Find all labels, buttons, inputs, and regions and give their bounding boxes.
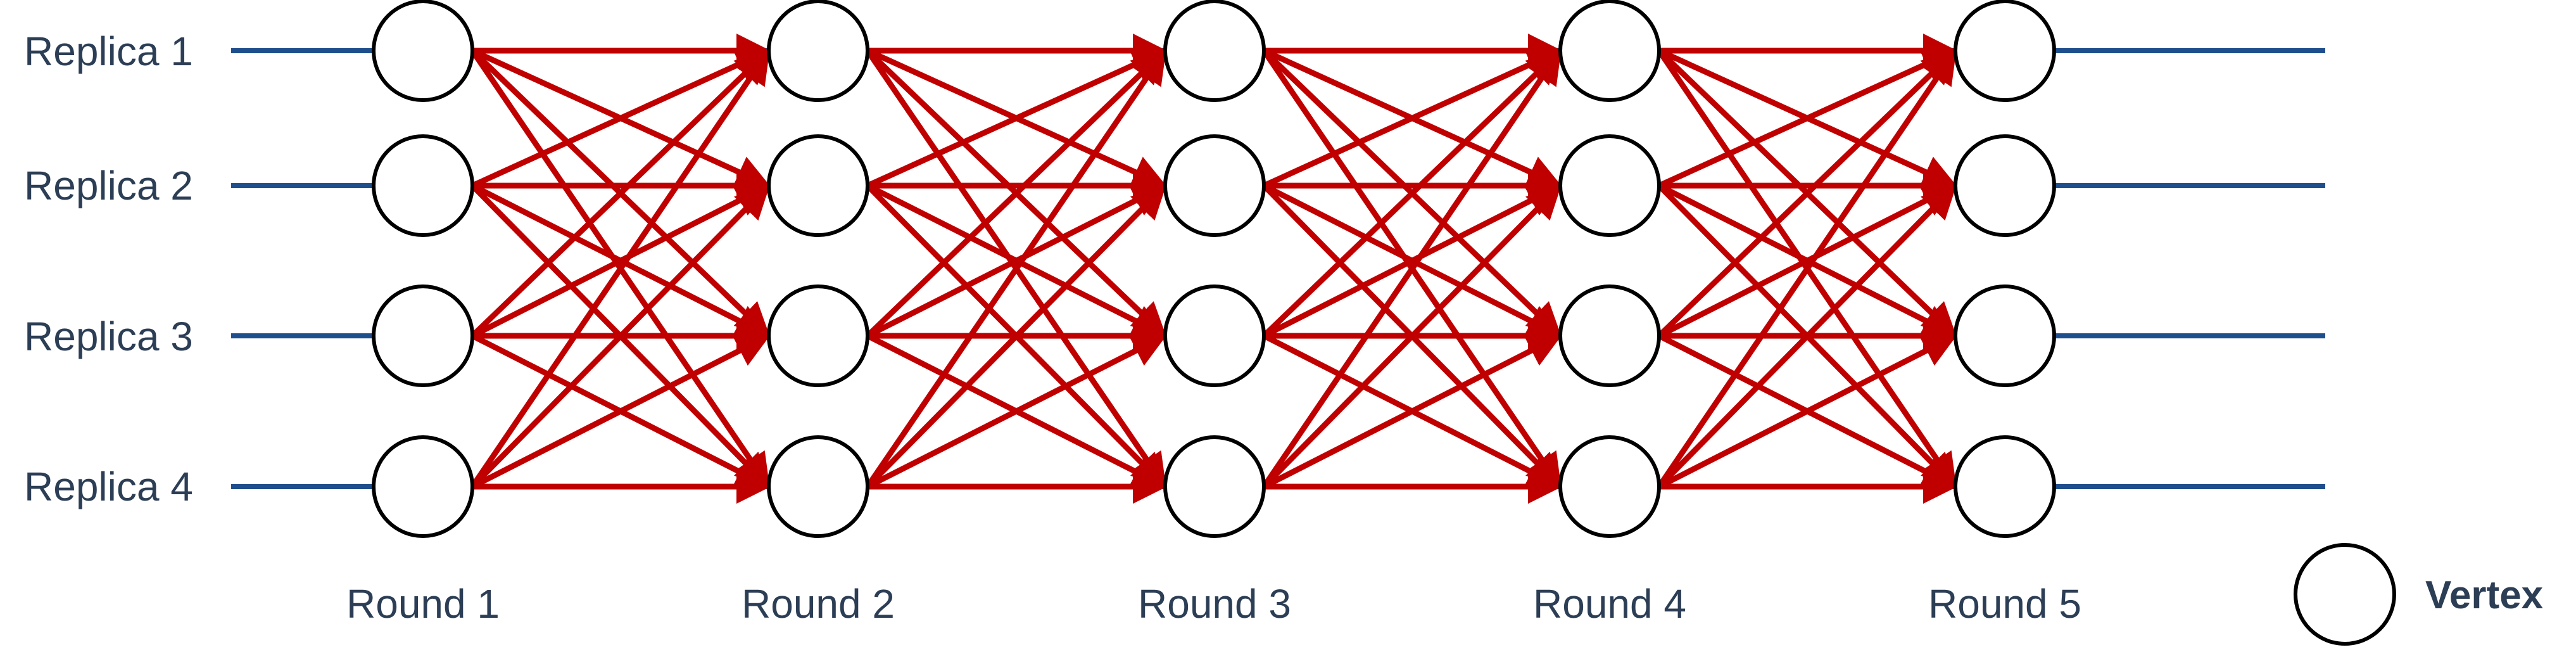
vertex-round5-replica2 (1954, 134, 2056, 237)
vertex-edges (470, 34, 1957, 504)
round-label-3: Round 3 (1138, 581, 1291, 627)
vertex-round1-replica3 (372, 284, 474, 387)
edge-r1-4-to-r2-2 (470, 184, 771, 489)
edge-r3-4-to-r4-1 (1261, 49, 1562, 489)
legend-vertex-icon (2294, 543, 2396, 646)
replica-label-4: Replica 4 (24, 464, 193, 509)
round-label-2: Round 2 (742, 581, 895, 627)
edge-r1-4-to-r2-1 (470, 49, 770, 489)
edge-r4-4-to-r5-1 (1657, 49, 1957, 489)
vertex-round2-replica4 (767, 435, 869, 538)
edge-r2-4-to-r3-1 (865, 49, 1166, 489)
round-label-4: Round 4 (1533, 581, 1686, 627)
edge-r1-3-to-r2-2 (470, 184, 771, 339)
round-label-1: Round 1 (346, 581, 500, 627)
vertex-round3-replica3 (1163, 284, 1266, 387)
vertex-round4-replica4 (1558, 435, 1661, 538)
replica-label-2: Replica 2 (24, 163, 193, 208)
vertex-round4-replica1 (1558, 0, 1661, 102)
edge-r4-4-to-r5-2 (1657, 184, 1957, 489)
round-label-5: Round 5 (1928, 581, 2081, 627)
edge-r4-3-to-r5-1 (1657, 49, 1957, 338)
vertex-round3-replica4 (1163, 435, 1266, 538)
vertex-round5-replica3 (1954, 284, 2056, 387)
edge-r2-3-to-r3-1 (865, 49, 1167, 338)
edge-r3-3-to-r4-1 (1261, 49, 1562, 338)
edge-r3-4-to-r4-2 (1261, 184, 1562, 489)
edge-r2-3-to-r3-2 (866, 184, 1167, 339)
vertex-round5-replica1 (1954, 0, 2056, 102)
edge-r3-4-to-r4-3 (1262, 335, 1562, 490)
vertex-round1-replica1 (372, 0, 474, 102)
edge-r4-4-to-r5-3 (1657, 335, 1957, 490)
legend-vertex-label: Vertex (2425, 573, 2544, 617)
replica-label-1: Replica 1 (24, 29, 193, 74)
edge-r1-4-to-r2-3 (470, 335, 771, 490)
edge-r2-2-to-r3-1 (866, 48, 1167, 189)
vertex-round2-replica3 (767, 284, 869, 387)
vertex-round3-replica2 (1163, 134, 1266, 237)
edge-r1-2-to-r2-1 (471, 48, 771, 189)
edge-r2-4-to-r3-2 (865, 184, 1167, 489)
vertex-round4-replica2 (1558, 134, 1661, 237)
vertices (372, 0, 2056, 538)
edge-r3-3-to-r4-2 (1262, 184, 1562, 339)
vertex-round2-replica1 (767, 0, 869, 102)
vertex-round1-replica2 (372, 134, 474, 237)
edge-r4-2-to-r5-1 (1658, 48, 1957, 189)
vertex-round4-replica3 (1558, 284, 1661, 387)
edge-r1-3-to-r2-1 (470, 49, 771, 338)
vertex-round1-replica4 (372, 435, 474, 538)
edge-r3-2-to-r4-1 (1263, 48, 1562, 189)
replica-label-3: Replica 3 (24, 314, 193, 359)
vertex-round5-replica4 (1954, 435, 2056, 538)
vertex-round2-replica2 (767, 134, 869, 237)
edge-r4-3-to-r5-2 (1657, 184, 1957, 339)
vertex-round3-replica1 (1163, 0, 1266, 102)
edge-r2-4-to-r3-3 (866, 335, 1167, 490)
